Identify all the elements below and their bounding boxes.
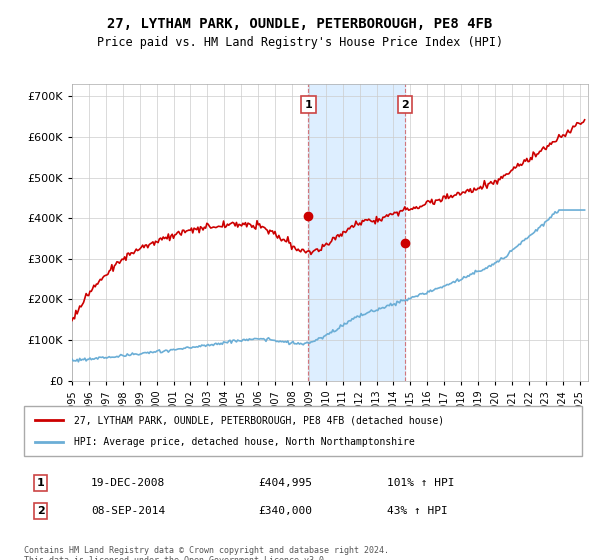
- Text: 1: 1: [304, 100, 312, 110]
- Text: 19-DEC-2008: 19-DEC-2008: [91, 478, 165, 488]
- Text: HPI: Average price, detached house, North Northamptonshire: HPI: Average price, detached house, Nort…: [74, 437, 415, 447]
- Text: 101% ↑ HPI: 101% ↑ HPI: [387, 478, 454, 488]
- Text: 43% ↑ HPI: 43% ↑ HPI: [387, 506, 448, 516]
- Text: 27, LYTHAM PARK, OUNDLE, PETERBOROUGH, PE8 4FB (detached house): 27, LYTHAM PARK, OUNDLE, PETERBOROUGH, P…: [74, 415, 445, 425]
- FancyBboxPatch shape: [24, 406, 582, 456]
- Text: 08-SEP-2014: 08-SEP-2014: [91, 506, 165, 516]
- Text: Price paid vs. HM Land Registry's House Price Index (HPI): Price paid vs. HM Land Registry's House …: [97, 36, 503, 49]
- Text: 27, LYTHAM PARK, OUNDLE, PETERBOROUGH, PE8 4FB: 27, LYTHAM PARK, OUNDLE, PETERBOROUGH, P…: [107, 17, 493, 31]
- Text: 1: 1: [37, 478, 44, 488]
- Text: £404,995: £404,995: [259, 478, 313, 488]
- Text: 2: 2: [401, 100, 409, 110]
- Text: £340,000: £340,000: [259, 506, 313, 516]
- Bar: [308, 84, 405, 381]
- Text: 2: 2: [37, 506, 44, 516]
- Text: Contains HM Land Registry data © Crown copyright and database right 2024.
This d: Contains HM Land Registry data © Crown c…: [24, 546, 389, 560]
